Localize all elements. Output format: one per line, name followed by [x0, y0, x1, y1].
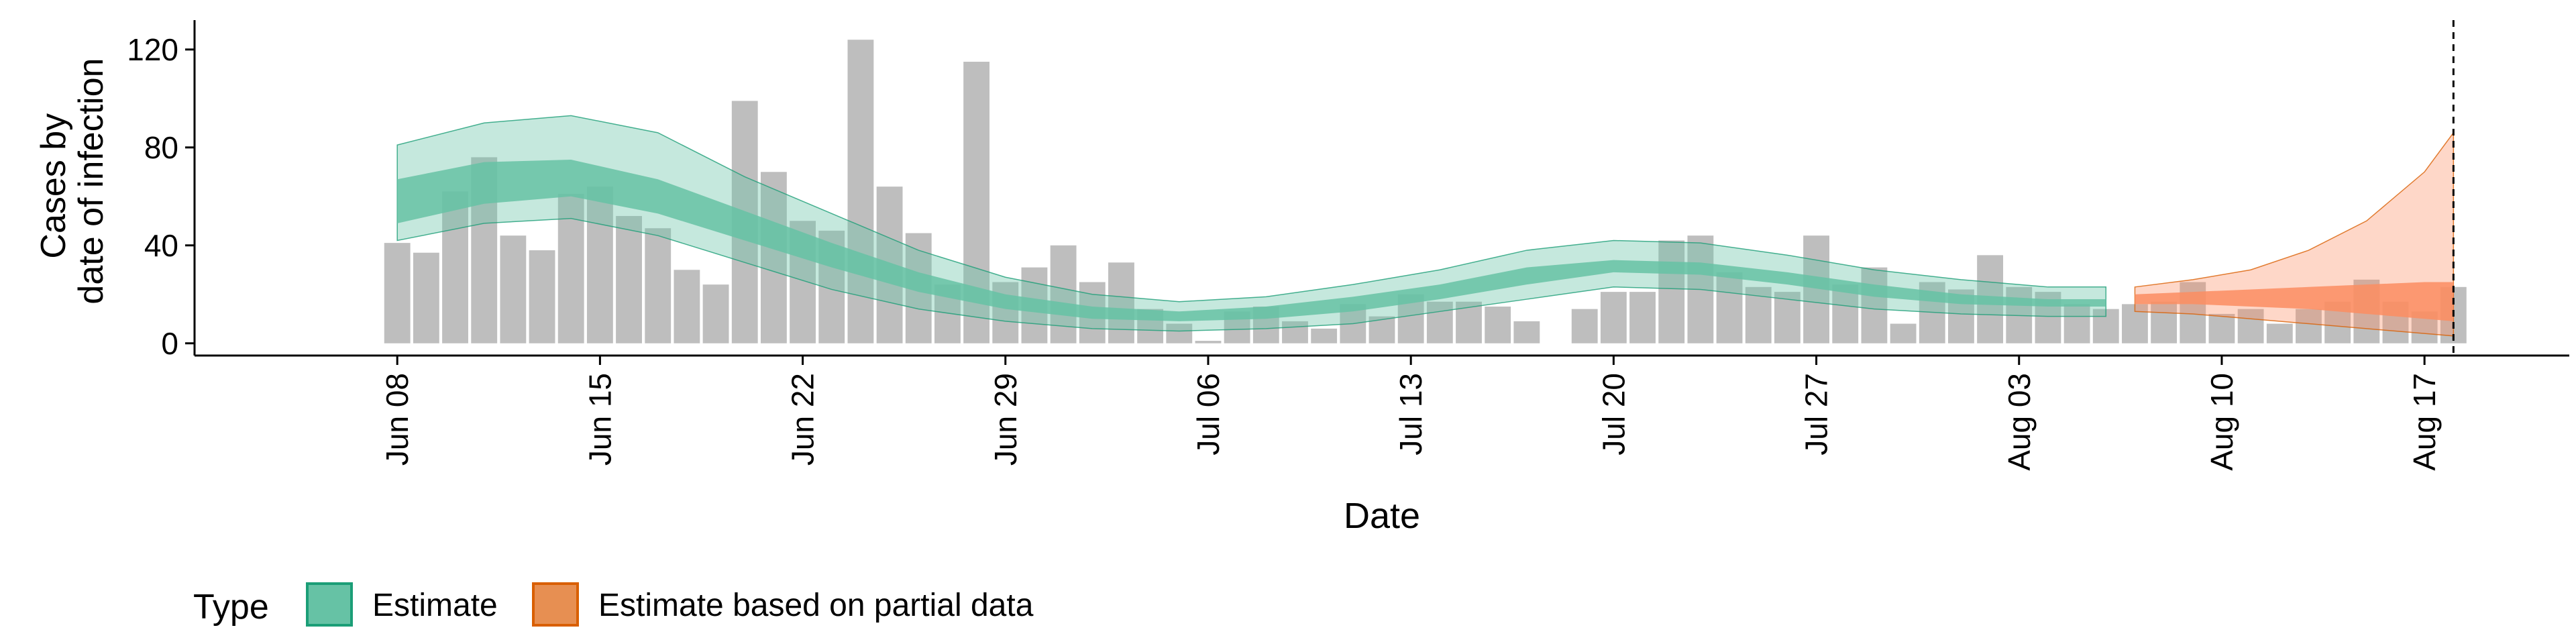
bar	[1195, 341, 1222, 343]
x-tick-label: Jun 08	[380, 373, 415, 466]
bar	[2209, 314, 2235, 343]
bar	[500, 235, 526, 343]
legend-key-partial	[533, 584, 578, 625]
bar	[529, 250, 555, 343]
bar	[645, 228, 671, 343]
bar	[1601, 292, 1627, 343]
bar	[2267, 324, 2293, 343]
y-tick-label: 0	[161, 326, 178, 361]
legend: Type Estimate Estimate based on partial …	[193, 584, 1034, 627]
y-tick-label: 40	[144, 228, 178, 263]
y-axis-title-line-2: date of infection	[72, 58, 111, 304]
bar	[1485, 307, 1511, 343]
legend-title: Type	[193, 588, 269, 627]
x-tick-label: Jul 20	[1596, 373, 1631, 455]
bar	[703, 284, 729, 343]
x-tick-label: Jun 15	[582, 373, 617, 466]
y-axis-title: Cases by date of infection	[34, 58, 111, 304]
bar	[1629, 292, 1656, 343]
x-tick-label: Jul 06	[1191, 373, 1226, 455]
bar	[616, 216, 642, 343]
legend-key-estimate	[307, 584, 352, 625]
bar	[1572, 309, 1598, 343]
bar	[674, 270, 700, 343]
legend-label-partial: Estimate based on partial data	[598, 588, 1034, 623]
x-ticks: Jun 08 Jun 15 Jun 22 Jun 29 Jul 06 Jul 13 Jul …	[380, 356, 2442, 471]
y-tick-label: 120	[127, 32, 178, 67]
y-tick-label: 80	[144, 130, 178, 165]
bar	[1513, 321, 1540, 343]
bar	[1890, 324, 1917, 343]
x-tick-label: Jun 29	[988, 373, 1023, 466]
legend-label-estimate: Estimate	[372, 588, 498, 623]
x-tick-label: Aug 03	[2002, 373, 2037, 471]
y-ticks: 0 40 80 120	[127, 32, 195, 361]
x-tick-label: Jul 13	[1393, 373, 1428, 455]
x-tick-label: Aug 17	[2407, 373, 2442, 471]
x-tick-label: Aug 10	[2204, 373, 2239, 471]
x-tick-label: Jul 27	[1799, 373, 1834, 455]
x-axis-title: Date	[1344, 496, 1420, 536]
bar	[1311, 329, 1337, 343]
bar	[384, 243, 411, 343]
y-axis-title-line-1: Cases by	[34, 113, 73, 259]
x-tick-label: Jun 22	[786, 373, 820, 466]
bar	[413, 253, 439, 343]
